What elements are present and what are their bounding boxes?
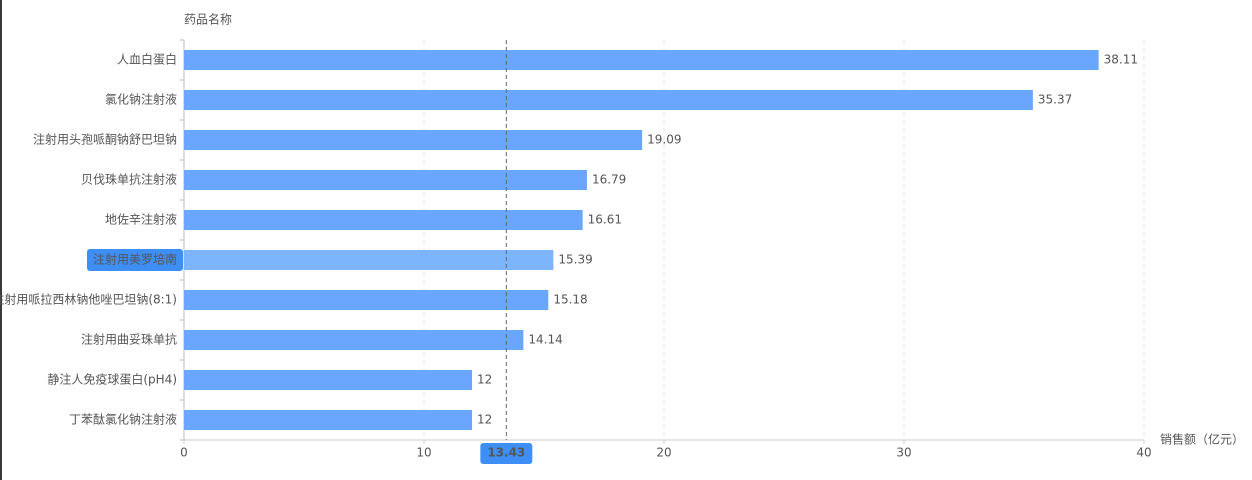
bar — [184, 290, 549, 310]
bar — [184, 410, 472, 430]
x-axis-name: 销售额（亿元） — [1160, 432, 1244, 447]
x-tick-label: 0 — [180, 446, 188, 460]
x-tick-label: 20 — [656, 446, 671, 460]
y-tick-label: 丁苯酞氯化钠注射液 — [69, 412, 177, 427]
value-label: 12 — [477, 373, 492, 387]
y-tick-label: 注射用美罗培南 — [93, 252, 177, 267]
bar — [184, 50, 1099, 70]
y-tick-label: 注射用曲妥珠单抗 — [81, 332, 177, 347]
y-tick-label: 静注人免疫球蛋白(pH4) — [47, 372, 177, 387]
value-label: 38.11 — [1104, 53, 1138, 67]
bar — [184, 170, 587, 190]
y-tick-label: 贝伐珠单抗注射液 — [81, 172, 177, 187]
value-label: 16.61 — [588, 213, 622, 227]
value-label: 15.39 — [558, 253, 592, 267]
bar — [184, 90, 1033, 110]
value-label: 12 — [477, 413, 492, 427]
bar — [184, 330, 524, 350]
x-tick-label: 30 — [896, 446, 911, 460]
hover-label-bg — [86, 249, 183, 271]
bar — [184, 130, 643, 150]
bar — [184, 250, 554, 270]
y-tick-label: 氯化钠注射液 — [105, 92, 177, 107]
value-label: 15.18 — [553, 293, 587, 307]
y-tick-label: 注射用头孢哌酮钠舒巴坦钠 — [33, 132, 177, 147]
value-label: 16.79 — [592, 173, 626, 187]
x-tick-label: 40 — [1136, 446, 1151, 460]
window-edge — [0, 0, 2, 480]
y-axis-name: 药品名称 — [184, 12, 232, 27]
value-label: 35.37 — [1038, 93, 1072, 107]
bar — [184, 210, 583, 230]
y-tick-label: 注射用哌拉西林钠他唑巴坦钠(8:1) — [0, 292, 177, 307]
value-label: 14.14 — [528, 333, 562, 347]
axis-pointer-bg — [480, 443, 533, 464]
value-label: 19.09 — [647, 133, 681, 147]
axis-pointer-label: 13.43 — [487, 446, 525, 460]
x-tick-label: 10 — [416, 446, 431, 460]
y-tick-label: 地佐辛注射液 — [105, 212, 177, 227]
bar — [184, 370, 472, 390]
y-tick-label: 人血白蛋白 — [117, 52, 177, 67]
